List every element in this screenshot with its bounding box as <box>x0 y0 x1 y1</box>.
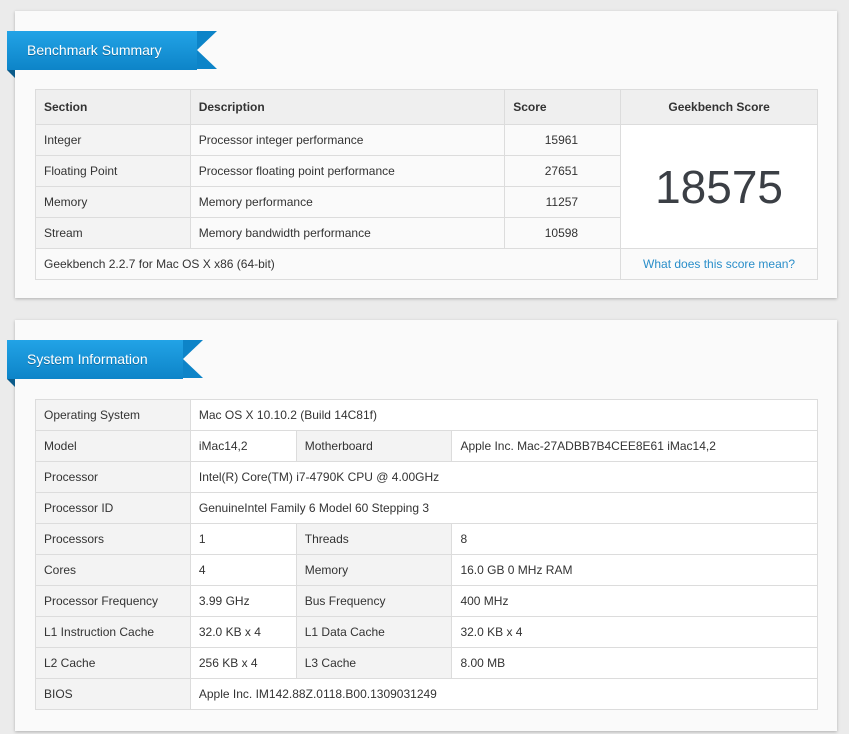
bios-label: BIOS <box>35 678 191 710</box>
processor-value: Intel(R) Core(TM) i7-4790K CPU @ 4.00GHz <box>189 461 819 493</box>
table-footer-row: Geekbench 2.2.7 for Mac OS X x86 (64-bit… <box>34 248 818 280</box>
column-header-score: Score <box>504 89 622 125</box>
processor-label: Processor <box>35 461 191 493</box>
benchmark-summary-panel: Benchmark Summary Section Description Sc… <box>7 11 837 298</box>
bus-frequency-label: Bus Frequency <box>295 585 453 617</box>
table-header-row: Section Description Score Geekbench Scor… <box>35 89 818 125</box>
l2-cache-label: L2 Cache <box>35 647 191 679</box>
section-cell: Memory <box>35 186 191 218</box>
processors-label: Processors <box>35 523 191 555</box>
table-row: Floating Point Processor floating point … <box>35 155 818 187</box>
l1-instruction-cache-value: 32.0 KB x 4 <box>189 616 297 648</box>
os-label: Operating System <box>35 399 191 431</box>
column-header-description: Description <box>189 89 506 125</box>
table-row: Cores 4 Memory 16.0 GB 0 MHz RAM <box>35 554 818 586</box>
table-row: Integer Processor integer performance 15… <box>35 124 818 249</box>
benchmark-summary-heading: Benchmark Summary <box>7 31 217 78</box>
l1-instruction-cache-label: L1 Instruction Cache <box>35 616 191 648</box>
memory-value: 16.0 GB 0 MHz RAM <box>451 554 818 586</box>
column-header-geekbench-score: Geekbench Score <box>620 89 818 125</box>
system-information-panel: System Information Operating System Mac … <box>7 320 837 731</box>
system-information-heading: System Information <box>7 340 203 387</box>
section-cell: Floating Point <box>35 155 191 187</box>
system-information-table: Operating System Mac OS X 10.10.2 (Build… <box>35 399 819 710</box>
table-row: Processor ID GenuineIntel Family 6 Model… <box>35 492 819 524</box>
score-cell: 10598 <box>504 217 622 249</box>
description-cell: Memory bandwidth performance <box>189 217 506 249</box>
processor-id-value: GenuineIntel Family 6 Model 60 Stepping … <box>189 492 819 524</box>
table-row: Processor Frequency 3.99 GHz Bus Frequen… <box>35 585 818 617</box>
model-label: Model <box>35 430 191 462</box>
geekbench-score-value: 18575 <box>620 124 818 249</box>
threads-label: Threads <box>295 523 453 555</box>
table-row: Memory Memory performance 11257 <box>35 186 818 218</box>
processor-id-label: Processor ID <box>35 492 191 524</box>
processors-value: 1 <box>189 523 297 555</box>
table-row: BIOS Apple Inc. IM142.88Z.0118.B00.13090… <box>35 678 819 710</box>
os-value: Mac OS X 10.10.2 (Build 14C81f) <box>189 399 819 431</box>
description-cell: Processor floating point performance <box>189 155 506 187</box>
l1-data-cache-label: L1 Data Cache <box>295 616 453 648</box>
section-cell: Integer <box>35 124 191 156</box>
table-row: Model iMac14,2 Motherboard Apple Inc. Ma… <box>35 430 818 462</box>
benchmark-summary-table: Section Description Score Geekbench Scor… <box>34 89 818 280</box>
score-meaning-link[interactable]: What does this score mean? <box>620 248 818 280</box>
l3-cache-label: L3 Cache <box>295 647 453 679</box>
table-row: Processor Intel(R) Core(TM) i7-4790K CPU… <box>35 461 819 493</box>
table-row: L1 Instruction Cache 32.0 KB x 4 L1 Data… <box>35 616 818 648</box>
score-cell: 27651 <box>504 155 622 187</box>
l3-cache-value: 8.00 MB <box>451 647 818 679</box>
score-cell: 11257 <box>504 186 622 218</box>
processor-frequency-value: 3.99 GHz <box>189 585 297 617</box>
section-cell: Stream <box>35 217 191 249</box>
memory-label: Memory <box>295 554 453 586</box>
geekbench-version-text: Geekbench 2.2.7 for Mac OS X x86 (64-bit… <box>34 248 622 280</box>
column-header-section: Section <box>35 89 191 125</box>
l1-data-cache-value: 32.0 KB x 4 <box>451 616 818 648</box>
table-row: Stream Memory bandwidth performance 1059… <box>35 217 818 249</box>
processor-frequency-label: Processor Frequency <box>35 585 191 617</box>
bus-frequency-value: 400 MHz <box>451 585 818 617</box>
score-cell: 15961 <box>504 124 622 156</box>
description-cell: Memory performance <box>189 186 506 218</box>
model-value: iMac14,2 <box>189 430 297 462</box>
motherboard-label: Motherboard <box>295 430 453 462</box>
bios-value: Apple Inc. IM142.88Z.0118.B00.1309031249 <box>189 678 819 710</box>
cores-label: Cores <box>35 554 191 586</box>
table-row: Operating System Mac OS X 10.10.2 (Build… <box>35 399 819 431</box>
cores-value: 4 <box>189 554 297 586</box>
l2-cache-value: 256 KB x 4 <box>189 647 297 679</box>
threads-value: 8 <box>451 523 818 555</box>
table-row: Processors 1 Threads 8 <box>35 523 818 555</box>
description-cell: Processor integer performance <box>189 124 506 156</box>
motherboard-value: Apple Inc. Mac-27ADBB7B4CEE8E61 iMac14,2 <box>451 430 818 462</box>
table-row: L2 Cache 256 KB x 4 L3 Cache 8.00 MB <box>35 647 818 679</box>
